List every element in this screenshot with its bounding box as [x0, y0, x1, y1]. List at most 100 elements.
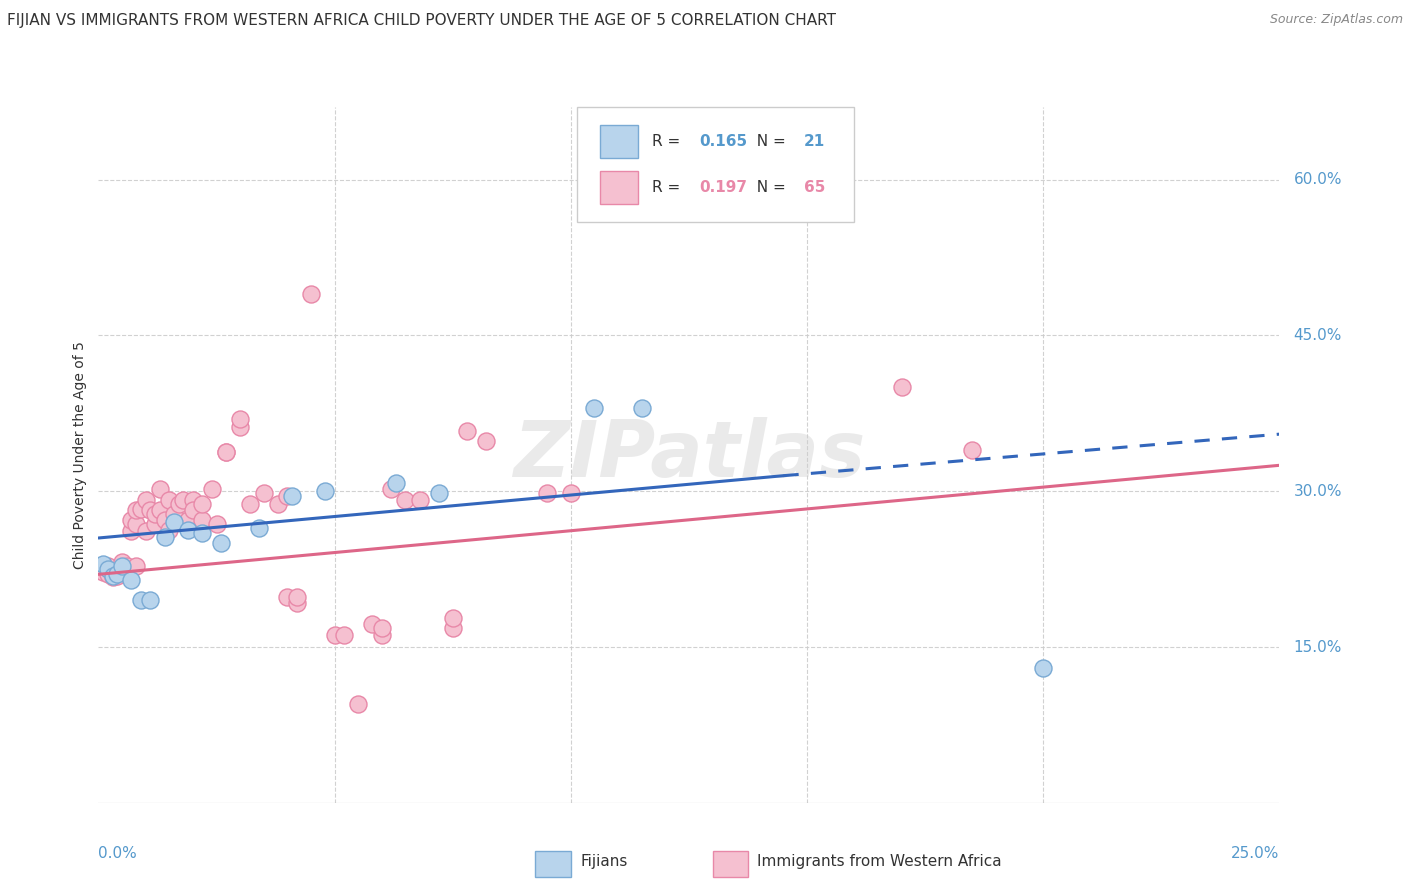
Text: 0.165: 0.165: [700, 134, 748, 149]
Point: [536, 486, 558, 500]
Point: [385, 475, 408, 490]
Point: [276, 490, 298, 504]
Point: [111, 566, 134, 580]
Point: [181, 492, 204, 507]
Point: [239, 497, 262, 511]
Text: R =: R =: [652, 134, 686, 149]
Point: [121, 513, 143, 527]
Point: [253, 486, 276, 500]
Text: N =: N =: [747, 180, 790, 195]
Point: [191, 513, 214, 527]
Text: 15.0%: 15.0%: [1294, 640, 1341, 655]
Point: [209, 536, 232, 550]
Point: [97, 562, 120, 576]
Point: [215, 445, 238, 459]
Point: [267, 497, 290, 511]
Point: [121, 524, 143, 538]
Point: [157, 523, 180, 537]
Point: [139, 503, 162, 517]
Text: FIJIAN VS IMMIGRANTS FROM WESTERN AFRICA CHILD POVERTY UNDER THE AGE OF 5 CORREL: FIJIAN VS IMMIGRANTS FROM WESTERN AFRICA…: [7, 13, 837, 29]
Point: [299, 287, 322, 301]
Point: [229, 411, 252, 425]
Text: Immigrants from Western Africa: Immigrants from Western Africa: [758, 855, 1002, 870]
Point: [394, 492, 416, 507]
Point: [962, 442, 984, 457]
Point: [285, 590, 308, 604]
Point: [630, 401, 652, 416]
Text: Fijians: Fijians: [581, 855, 627, 870]
Point: [139, 593, 162, 607]
Text: N =: N =: [747, 134, 790, 149]
Point: [281, 490, 304, 504]
Text: 45.0%: 45.0%: [1294, 328, 1341, 343]
Point: [125, 517, 148, 532]
Point: [97, 567, 120, 582]
Point: [560, 486, 582, 500]
FancyBboxPatch shape: [600, 125, 638, 158]
Point: [153, 530, 176, 544]
Point: [441, 611, 464, 625]
Text: 60.0%: 60.0%: [1294, 172, 1343, 187]
Point: [115, 559, 138, 574]
Point: [129, 593, 152, 607]
Point: [380, 482, 402, 496]
Point: [167, 497, 190, 511]
Text: ZIPatlas: ZIPatlas: [513, 417, 865, 493]
Point: [427, 486, 450, 500]
Point: [191, 497, 214, 511]
Point: [314, 484, 336, 499]
Point: [201, 482, 224, 496]
FancyBboxPatch shape: [600, 171, 638, 204]
Point: [890, 380, 912, 394]
Point: [333, 627, 356, 641]
FancyBboxPatch shape: [713, 851, 748, 877]
Point: [475, 434, 498, 449]
Point: [441, 621, 464, 635]
Point: [111, 555, 134, 569]
Point: [149, 482, 172, 496]
Point: [101, 569, 124, 583]
Point: [105, 564, 128, 578]
Text: 30.0%: 30.0%: [1294, 483, 1343, 499]
Point: [125, 503, 148, 517]
Point: [101, 566, 124, 580]
Point: [143, 517, 166, 532]
Point: [323, 627, 346, 641]
Point: [163, 507, 186, 521]
Text: R =: R =: [652, 180, 686, 195]
Point: [149, 503, 172, 517]
Point: [276, 590, 298, 604]
FancyBboxPatch shape: [536, 851, 571, 877]
Text: 25.0%: 25.0%: [1232, 847, 1279, 862]
Text: 21: 21: [803, 134, 825, 149]
Point: [129, 502, 152, 516]
Point: [121, 573, 143, 587]
Text: Source: ZipAtlas.com: Source: ZipAtlas.com: [1270, 13, 1403, 27]
Point: [205, 517, 228, 532]
Point: [111, 559, 134, 574]
Point: [177, 523, 200, 537]
Point: [105, 567, 128, 582]
FancyBboxPatch shape: [576, 107, 855, 222]
Point: [361, 617, 384, 632]
Point: [215, 445, 238, 459]
Point: [285, 596, 308, 610]
Point: [1032, 661, 1054, 675]
Point: [91, 566, 114, 580]
Point: [371, 627, 394, 641]
Point: [105, 569, 128, 583]
Point: [163, 516, 186, 530]
Point: [153, 513, 176, 527]
Text: 0.0%: 0.0%: [98, 847, 138, 862]
Point: [229, 420, 252, 434]
Point: [101, 570, 124, 584]
Text: 65: 65: [803, 180, 825, 195]
Point: [125, 559, 148, 574]
Point: [456, 424, 478, 438]
Point: [408, 492, 430, 507]
Point: [191, 525, 214, 540]
Point: [247, 520, 270, 534]
Point: [157, 492, 180, 507]
Point: [97, 559, 120, 574]
Text: 0.197: 0.197: [700, 180, 748, 195]
